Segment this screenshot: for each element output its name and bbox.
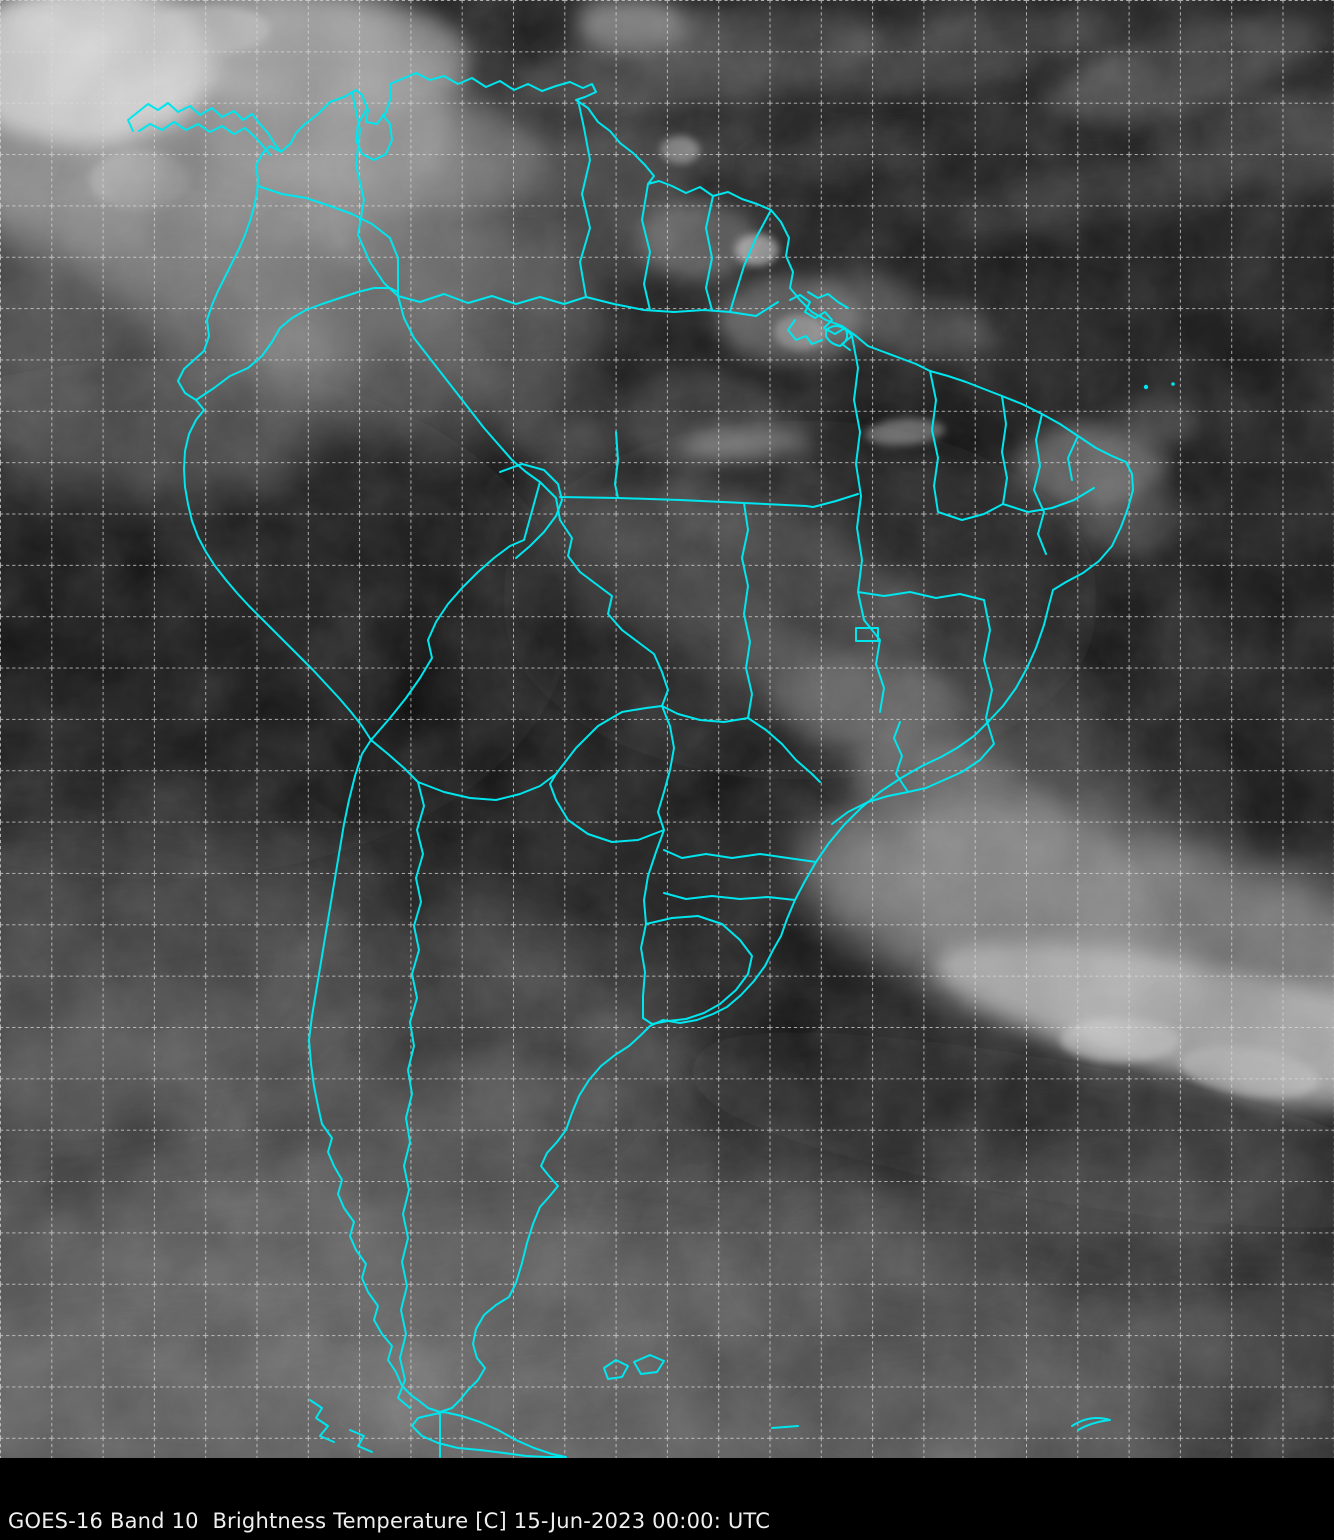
coastline-south-america xyxy=(177,72,1134,1413)
borders-north-countries xyxy=(195,91,779,401)
coastline-tierra-del-fuego-islands xyxy=(309,1354,1111,1458)
borders-paraguay-uruguay xyxy=(549,705,753,1025)
amazon-delta-outline xyxy=(787,291,853,351)
coastline-panama-isthmus xyxy=(127,102,282,156)
satellite-image xyxy=(0,0,1334,1458)
lake-maracaibo-outline xyxy=(355,109,393,161)
borders-brazil-states xyxy=(499,335,1095,901)
caption-text: GOES-16 Band 10 Brightness Temperature [… xyxy=(8,1508,771,1533)
map-borders-layer xyxy=(127,72,1175,1458)
satellite-map xyxy=(0,0,1334,1458)
latlon-grid-overlay xyxy=(0,0,1334,1458)
borders-andean-countries xyxy=(370,295,669,1409)
island-dot-atol-das-rocas xyxy=(1143,384,1149,390)
caption-bar: GOES-16 Band 10 Brightness Temperature [… xyxy=(0,1458,1334,1540)
island-dot-fernando-de-noronha xyxy=(1171,382,1175,386)
